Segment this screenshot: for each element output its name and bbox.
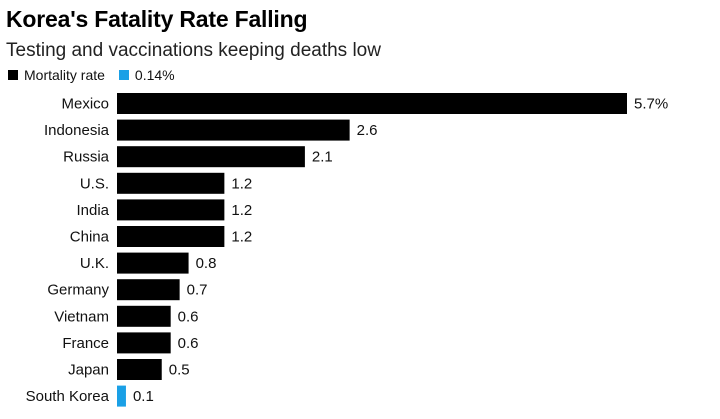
- category-label: Japan: [68, 362, 109, 379]
- bar: [117, 172, 225, 194]
- legend-item-south-korea: 0.14%: [118, 67, 175, 83]
- category-label: India: [76, 202, 109, 219]
- bar: [117, 279, 180, 301]
- category-label: Indonesia: [44, 122, 110, 139]
- value-label: 5.7%: [634, 96, 668, 113]
- bar: [117, 385, 126, 407]
- category-label: U.K.: [80, 255, 109, 272]
- bar: [117, 332, 171, 354]
- category-label: Germany: [47, 282, 109, 299]
- value-label: 1.2: [231, 229, 252, 246]
- value-label: 0.7: [187, 282, 208, 299]
- value-label: 0.6: [178, 335, 199, 352]
- chart-legend: Mortality rate 0.14%: [8, 67, 189, 83]
- value-label: 1.2: [231, 202, 252, 219]
- legend-item-mortality: Mortality rate: [8, 67, 105, 83]
- category-label: France: [62, 335, 109, 352]
- chart-subtitle: Testing and vaccinations keeping deaths …: [6, 40, 381, 61]
- value-label: 0.8: [196, 255, 217, 272]
- category-label: Mexico: [61, 96, 109, 113]
- chart-title: Korea's Fatality Rate Falling: [6, 6, 308, 32]
- value-label: 0.6: [178, 308, 199, 325]
- value-label: 2.1: [312, 149, 333, 166]
- legend-swatch-mortality: [8, 70, 18, 80]
- bar: [117, 93, 627, 114]
- legend-label-mortality: Mortality rate: [24, 67, 105, 83]
- value-label: 1.2: [231, 175, 252, 192]
- category-label: China: [70, 229, 110, 246]
- bar: [117, 146, 305, 168]
- category-label: Russia: [63, 149, 110, 166]
- bar: [117, 199, 225, 221]
- category-label: South Korea: [26, 388, 110, 405]
- bar: [117, 359, 162, 380]
- category-label: U.S.: [80, 175, 109, 192]
- legend-label-south-korea: 0.14%: [134, 67, 175, 83]
- bar: [117, 252, 189, 274]
- legend-swatch-south-korea: [118, 70, 129, 80]
- category-label: Vietnam: [54, 308, 109, 325]
- value-label: 2.6: [357, 122, 378, 139]
- bar: [117, 226, 225, 247]
- bar: [117, 305, 171, 327]
- bar: [117, 119, 350, 141]
- value-label: 0.1: [133, 388, 154, 405]
- value-label: 0.5: [169, 362, 190, 379]
